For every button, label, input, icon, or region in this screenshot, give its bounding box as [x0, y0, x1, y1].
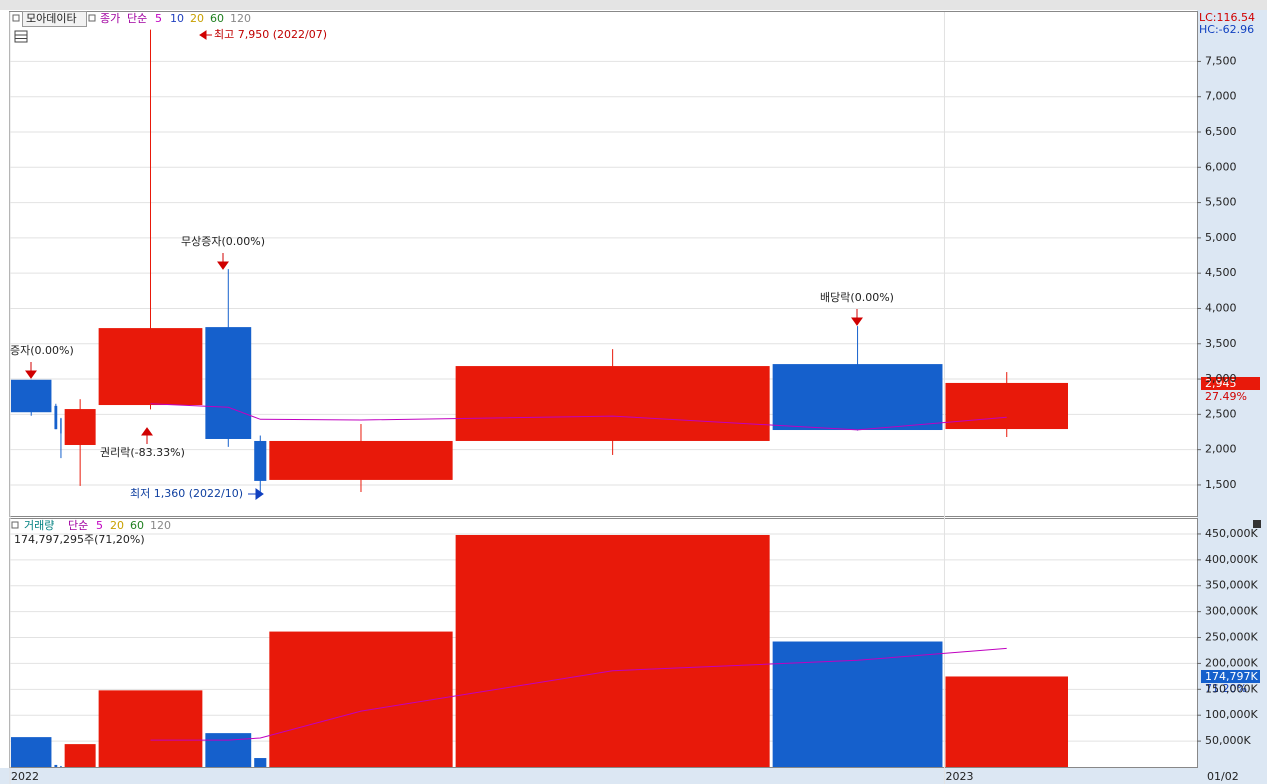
annotation-arrow: [217, 253, 229, 270]
stock-name[interactable]: 모아데이타: [26, 12, 77, 25]
volume-box: [1201, 670, 1260, 683]
volume-bar: [269, 631, 453, 767]
price-ma-line: [150, 403, 1007, 431]
candle-body: [98, 328, 203, 406]
y2-tick-label: 50,000K: [1205, 734, 1251, 747]
candle-body: [269, 440, 453, 480]
grid: [9, 12, 1197, 784]
volume-label: 174,797K: [1205, 670, 1258, 683]
annotation: 배당락(0.00%): [820, 291, 894, 304]
candle-body: [205, 327, 252, 439]
y2-tick-label: 200,000K: [1205, 656, 1258, 669]
volume-bar: [54, 764, 58, 767]
candle-body: [11, 379, 52, 413]
annotation-arrow: [25, 362, 37, 379]
x-tick-label: 2023: [945, 770, 973, 783]
volume-bar: [455, 534, 770, 767]
volume-info: 174,797,295주(71,20%): [14, 533, 145, 546]
volume-bar: [254, 758, 267, 767]
table-icon[interactable]: [14, 30, 28, 43]
legend-icon: [12, 14, 20, 22]
legend-period: 5: [96, 519, 103, 532]
candle-body: [64, 409, 96, 445]
annotation-arrow: [851, 309, 863, 326]
y-tick-label: 3,500: [1205, 337, 1237, 350]
y-tick-label: 6,000: [1205, 160, 1237, 173]
legend-period: 60: [210, 12, 224, 25]
volume-bar: [11, 737, 52, 767]
annotation-arrow: [141, 427, 153, 444]
legend-period: 120: [230, 12, 251, 25]
volume-bar: [60, 765, 62, 767]
legend-text: 거래량: [24, 519, 54, 532]
last-date: 01/02: [1207, 770, 1239, 783]
close-box: [1201, 377, 1260, 390]
volume-ma-line: [150, 647, 1007, 741]
bottom-axis-bg: [0, 768, 1267, 784]
y-tick-label: 5,000: [1205, 231, 1237, 244]
legend-text: 단순: [127, 12, 147, 25]
volume-bar: [205, 733, 252, 767]
hc-label: HC:-62.96: [1199, 23, 1254, 36]
volume-bar: [98, 690, 203, 767]
y-tick-label: 6,500: [1205, 125, 1237, 138]
annotation-arrow: [248, 488, 264, 500]
legend-icon: [11, 521, 19, 529]
y-tick-label: 4,000: [1205, 301, 1237, 314]
y-tick-label: 7,500: [1205, 54, 1237, 67]
y-tick-label: 2,500: [1205, 407, 1237, 420]
candle-body: [772, 364, 943, 431]
candle-body: [455, 366, 770, 441]
close-pct: 27.49%: [1205, 390, 1247, 403]
annotation: 최저 1,360 (2022/10): [130, 487, 243, 500]
y2-tick-label: 350,000K: [1205, 579, 1258, 592]
y2-tick-label: 400,000K: [1205, 553, 1258, 566]
y-tick-label: 1,500: [1205, 478, 1237, 491]
annotation-arrow: [199, 30, 212, 40]
y-tick-label: 7,000: [1205, 90, 1237, 103]
candle-body: [945, 382, 1068, 430]
annotation: 증자(0.00%): [10, 344, 74, 357]
stock-box[interactable]: [22, 11, 87, 27]
y-tick-label: 3,000: [1205, 372, 1237, 385]
close-label: 2,945: [1205, 377, 1237, 390]
marks: [11, 29, 1068, 767]
candle-body: [60, 418, 62, 434]
y2-tick-label: 300,000K: [1205, 605, 1258, 618]
y2-tick-label: 250,000K: [1205, 631, 1258, 644]
panel-button[interactable]: [1253, 520, 1261, 528]
legend-period: 20: [110, 519, 124, 532]
legend-period: 120: [150, 519, 171, 532]
volume-bar: [64, 744, 96, 767]
legend-icon: [88, 14, 96, 22]
legend-period: 60: [130, 519, 144, 532]
y-tick-label: 2,000: [1205, 443, 1237, 456]
x-tick-label: 2022: [11, 770, 39, 783]
legend-period: 10: [170, 12, 184, 25]
y2-tick-label: 450,000K: [1205, 527, 1258, 540]
y2-tick-label: 100,000K: [1205, 708, 1258, 721]
right-axis-bg: [1197, 10, 1267, 784]
legend-text: 종가: [100, 12, 120, 25]
annotation: 권리락(-83.33%): [100, 446, 185, 459]
legend-period: 20: [190, 12, 204, 25]
y-tick-label: 5,500: [1205, 196, 1237, 209]
legend-period: 5: [155, 12, 162, 25]
candle-body: [54, 405, 58, 430]
volume-bar: [945, 676, 1068, 767]
annotation: 무상증자(0.00%): [181, 235, 265, 248]
top-strip: [0, 0, 1267, 10]
volume-pct: 71.20%: [1205, 682, 1247, 695]
y-tick-label: 4,500: [1205, 266, 1237, 279]
annotation: 최고 7,950 (2022/07): [214, 28, 327, 41]
lc-label: LC:116.54: [1199, 11, 1255, 24]
candle-body: [254, 440, 267, 481]
legend-text: 단순: [68, 519, 88, 532]
y2-tick-label: 150,000K: [1205, 682, 1258, 695]
